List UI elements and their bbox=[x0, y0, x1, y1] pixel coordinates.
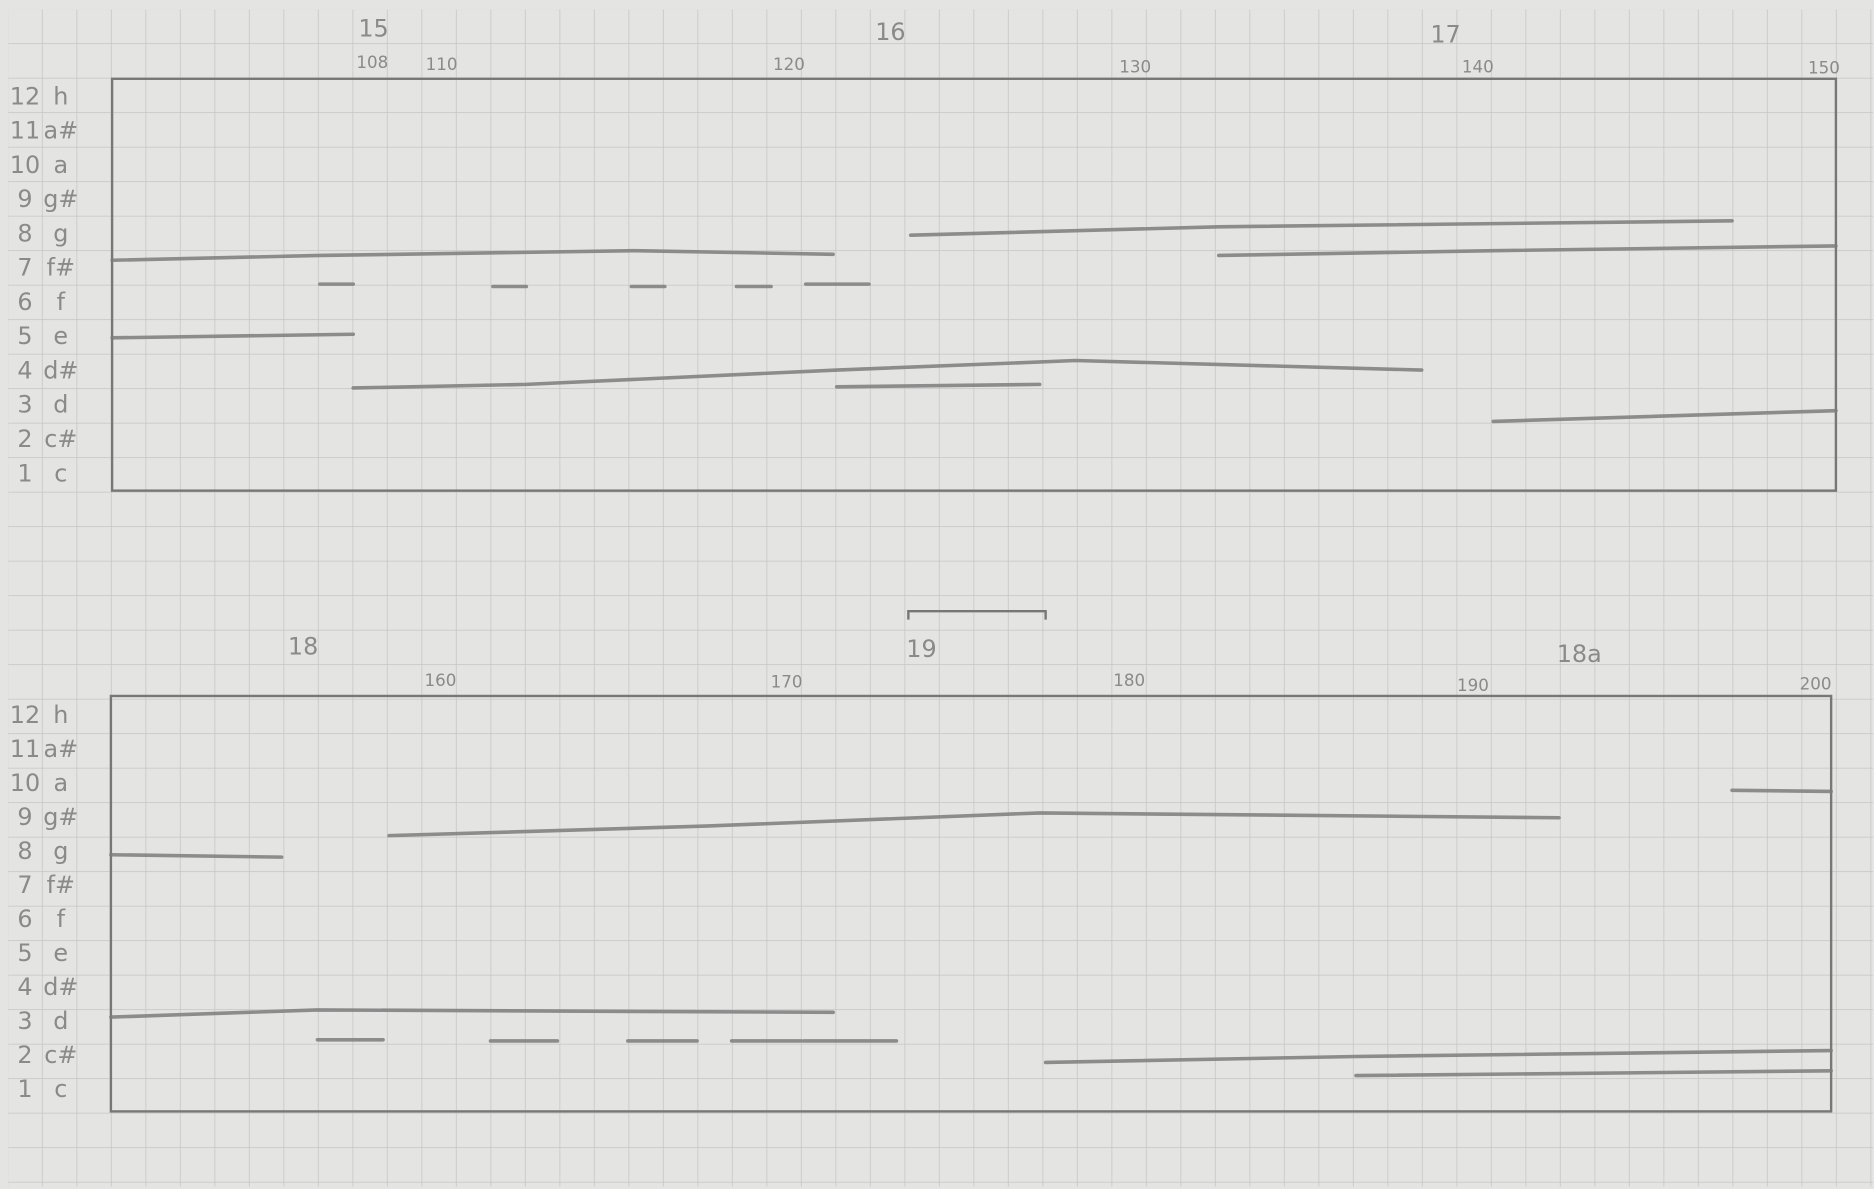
section-label: 16 bbox=[875, 18, 905, 46]
row-note: a bbox=[53, 769, 68, 797]
row-note: g bbox=[53, 837, 68, 865]
sketch-page: 15161710811012013014015012h11a#10a9g#8g7… bbox=[0, 0, 1874, 1189]
row-number: 11 bbox=[10, 117, 40, 145]
measure-number: 160 bbox=[424, 670, 456, 690]
row-note: f# bbox=[47, 871, 75, 899]
row-note: g bbox=[53, 219, 68, 247]
row-note: c# bbox=[44, 425, 77, 453]
row-note: e bbox=[53, 322, 68, 350]
row-number: 3 bbox=[17, 1007, 32, 1035]
row-number: 8 bbox=[17, 837, 32, 865]
section-label: 18a bbox=[1557, 640, 1602, 668]
row-number: 12 bbox=[10, 82, 40, 110]
pencil-stroke bbox=[837, 384, 1040, 386]
measure-number: 150 bbox=[1808, 58, 1840, 78]
measure-number: 108 bbox=[356, 52, 388, 72]
section-label: 15 bbox=[358, 14, 388, 42]
section-label: 19 bbox=[906, 635, 936, 663]
measure-number: 110 bbox=[426, 54, 458, 74]
row-number: 1 bbox=[17, 1075, 32, 1103]
row-note: c bbox=[54, 459, 67, 487]
row-note: d bbox=[53, 391, 68, 419]
row-number: 5 bbox=[17, 939, 32, 967]
row-note: f# bbox=[47, 254, 75, 282]
row-number: 12 bbox=[10, 701, 40, 729]
row-number: 6 bbox=[17, 288, 32, 316]
measure-number: 170 bbox=[771, 671, 803, 691]
section-label: 18 bbox=[288, 633, 318, 661]
row-note: d bbox=[53, 1007, 68, 1035]
section-label: 17 bbox=[1430, 20, 1460, 48]
row-number: 4 bbox=[17, 356, 32, 384]
row-number: 7 bbox=[17, 871, 32, 899]
pencil-stroke bbox=[111, 855, 282, 857]
row-number: 1 bbox=[17, 459, 32, 487]
row-note: f bbox=[57, 905, 66, 933]
row-number: 10 bbox=[10, 151, 40, 179]
row-note: h bbox=[53, 82, 68, 110]
row-note: f bbox=[57, 288, 66, 316]
row-number: 11 bbox=[10, 735, 40, 763]
row-number: 6 bbox=[17, 905, 32, 933]
row-number: 5 bbox=[17, 322, 32, 350]
row-note: e bbox=[53, 939, 68, 967]
row-note: a bbox=[53, 151, 68, 179]
row-note: c bbox=[54, 1075, 67, 1103]
row-note: c# bbox=[44, 1041, 77, 1069]
row-number: 9 bbox=[17, 803, 32, 831]
measure-number: 180 bbox=[1113, 670, 1145, 690]
row-number: 2 bbox=[17, 425, 32, 453]
measure-number: 190 bbox=[1457, 675, 1489, 695]
row-number: 2 bbox=[17, 1041, 32, 1069]
row-note: h bbox=[53, 701, 68, 729]
row-number: 8 bbox=[17, 219, 32, 247]
row-number: 9 bbox=[17, 185, 32, 213]
row-number: 7 bbox=[17, 254, 32, 282]
row-number: 3 bbox=[17, 391, 32, 419]
row-note: g# bbox=[43, 803, 78, 831]
measure-number: 140 bbox=[1462, 57, 1494, 77]
measure-number: 120 bbox=[773, 54, 805, 74]
measure-number: 200 bbox=[1800, 674, 1832, 694]
row-number: 4 bbox=[17, 973, 32, 1001]
measure-number: 130 bbox=[1119, 57, 1151, 77]
row-note: g# bbox=[43, 185, 78, 213]
row-note: d# bbox=[43, 356, 78, 384]
row-note: a# bbox=[43, 117, 78, 145]
pencil-stroke bbox=[1732, 790, 1831, 791]
row-note: a# bbox=[43, 735, 78, 763]
row-number: 10 bbox=[10, 769, 40, 797]
row-note: d# bbox=[43, 973, 78, 1001]
